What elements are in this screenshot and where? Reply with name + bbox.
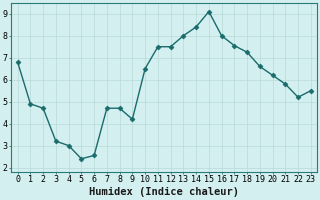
X-axis label: Humidex (Indice chaleur): Humidex (Indice chaleur): [89, 187, 239, 197]
